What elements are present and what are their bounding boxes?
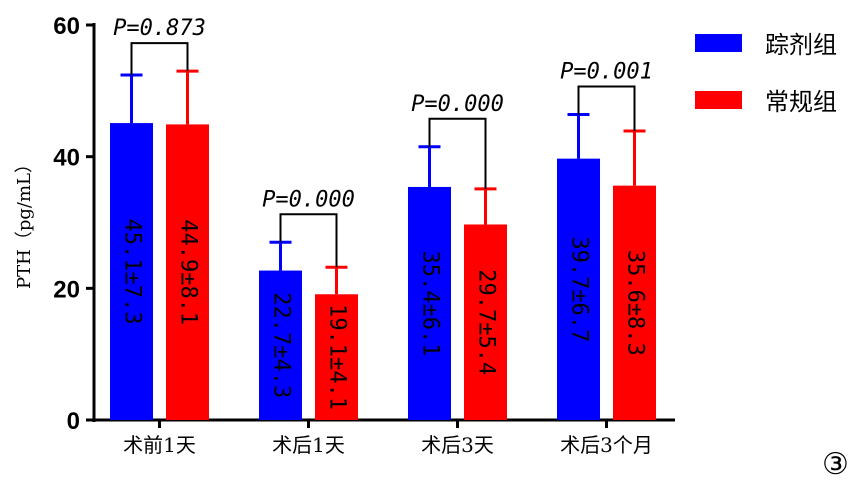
data-label: 35.4±6.1 [418, 250, 443, 356]
bar-tracer [259, 270, 302, 420]
legend-swatch [695, 91, 742, 109]
y-tick-label: 40 [53, 145, 80, 172]
legend-label: 踪剂组 [765, 31, 837, 59]
p-value-label: P=0.873 [113, 16, 206, 41]
data-label: 29.7±5.4 [474, 269, 499, 375]
bar-tracer [110, 123, 153, 420]
significance-bracket [279, 213, 338, 268]
data-label: 45.1±7.3 [120, 219, 145, 325]
y-tick-label: 20 [53, 276, 80, 303]
significance-bracket [577, 85, 636, 131]
legend-label: 常规组 [765, 88, 837, 116]
bar-conventional [315, 294, 358, 420]
bar-tracer [557, 158, 600, 420]
significance-bracket [130, 42, 189, 76]
data-label: 44.9±8.1 [176, 219, 201, 325]
bar-conventional [166, 124, 209, 421]
p-value-label: P=0.000 [262, 187, 355, 212]
data-label: 19.1±4.1 [325, 304, 350, 410]
y-axis-label: PTH（pg/mL） [14, 155, 35, 289]
legend-swatch [695, 34, 742, 52]
p-value-label: P=0.001 [560, 60, 653, 85]
x-tick-label: 术前1天 [123, 433, 196, 457]
p-value-label: P=0.000 [411, 92, 504, 117]
y-tick-label: 0 [67, 408, 80, 435]
x-tick-label: 术后3天 [421, 433, 494, 457]
bar-tracer [408, 186, 451, 420]
x-tick-label: 术后3个月 [560, 433, 653, 457]
bar-conventional [464, 224, 507, 420]
panel-label: ③ [822, 447, 849, 482]
data-label: 22.7±4.3 [269, 292, 294, 398]
bar-conventional [613, 185, 656, 420]
data-label: 39.7±6.7 [567, 236, 592, 342]
significance-bracket [428, 117, 487, 189]
y-tick-label: 60 [53, 13, 80, 40]
x-tick-label: 术后1天 [272, 433, 345, 457]
data-label: 35.6±8.3 [623, 250, 648, 356]
